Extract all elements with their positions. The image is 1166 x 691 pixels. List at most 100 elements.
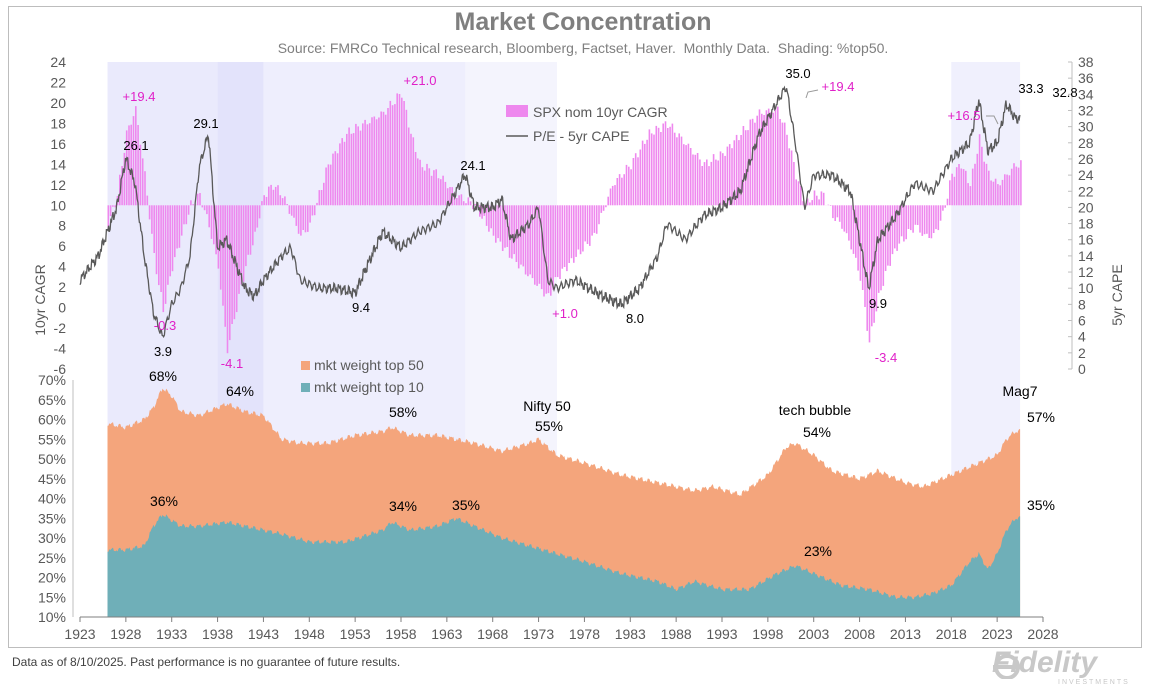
right-y-tick-label: 20 [1078,199,1094,215]
cagr-bar [426,163,428,206]
cagr-bar [611,185,614,206]
bottom-legend: mkt weight top 50 mkt weight top 10 [301,357,424,395]
cagr-bar [797,181,800,206]
cagr-bar [930,205,933,239]
cagr-bar [293,205,295,218]
left-y-tick-label: 4 [58,259,66,275]
weight-annotation: 55% [535,418,563,434]
cagr-bar [162,205,165,313]
cagr-bar [1010,168,1013,206]
cagr-bar [857,205,859,271]
left-y-tick-label: 10 [50,197,66,213]
cagr-bar [325,167,327,206]
cagr-bar [662,123,664,206]
legend-swatch-cagr [506,105,528,117]
weight-annotation: 34% [389,498,417,514]
cagr-bar [270,184,272,206]
weight-annotation: 36% [150,493,178,509]
cagr-bar [802,201,804,206]
cagr-bar [832,205,834,219]
x-tick-label: 1948 [294,626,325,642]
cagr-bar [208,205,210,228]
cape-line [79,85,1021,338]
cagr-bar [242,205,245,282]
cagr-bar [263,195,265,206]
left-axis-label: 10yr CAGR [32,264,48,336]
cagr-bar [419,159,421,206]
cagr-annotation: +1.0 [552,306,578,321]
cagr-bar [795,179,797,206]
cagr-bar [261,201,263,206]
cagr-bar [407,127,410,206]
cagr-bar [919,205,921,233]
cagr-bar [254,205,256,232]
x-tick-label: 1943 [248,626,279,642]
cagr-bar [456,198,458,206]
left-y-tick-label: 22 [50,74,66,90]
right-y-tick-label: 24 [1078,167,1094,183]
cagr-bar [199,193,201,206]
cagr-bar [829,205,832,206]
right-y-tick-label: 8 [1078,296,1086,312]
weight-annotation: 54% [803,424,831,440]
bottom-y-tick-label: 10% [38,609,66,625]
cagr-bar [320,190,323,206]
cagr-bar [249,205,252,255]
cagr-bar [595,205,598,234]
weight-annotation: Nifty 50 [523,398,571,414]
cagr-bar [974,163,976,206]
cagr-bar [536,205,538,286]
cagr-bar [1006,174,1008,206]
cagr-bar [180,205,183,236]
cagr-bar [820,191,823,206]
cagr-bar [125,130,128,206]
cagr-bar [213,205,215,245]
cagr-bar [256,205,259,228]
cagr-bar [167,205,169,285]
cagr-annotation: -4.1 [221,356,243,371]
cagr-bar [586,205,589,244]
cagr-bar [790,150,793,206]
cagr-bar [203,205,206,211]
cagr-bar [903,205,905,242]
cagr-bar [247,205,249,255]
cagr-bar [412,137,415,206]
cagr-bar [297,205,300,234]
cagr-bar [288,205,291,214]
cagr-bar [446,188,449,206]
x-tick-label: 1998 [752,626,783,642]
cagr-bar [231,205,233,324]
cagr-bar [373,116,376,206]
cagr-bar [366,124,369,206]
cagr-bar [841,205,843,229]
cagr-bar [534,205,536,285]
cagr-bar [868,205,871,343]
cagr-bar [671,123,674,206]
cagr-bar [967,183,969,206]
cagr-bar [877,205,880,293]
cagr-bar [806,198,809,206]
cagr-bar [174,205,176,258]
cagr-bar [676,137,678,206]
cagr-bar [437,178,440,206]
cagr-bar [738,140,740,206]
cagr-bar [339,143,341,206]
left-y-tick-label: 8 [58,218,66,234]
cagr-bar [939,205,942,221]
cagr-bar [905,205,907,240]
cagr-bar [793,162,795,206]
cagr-bar [302,205,304,230]
bottom-y-tick-label: 50% [38,451,66,467]
cagr-annotation: -3.4 [875,350,897,365]
cagr-bar [845,205,848,234]
x-tick-label: 1973 [523,626,554,642]
cagr-bar [144,171,146,206]
right-y-tick-label: 12 [1078,264,1094,280]
cagr-bar [602,205,605,211]
cagr-bar [563,205,566,267]
cape-annotation: 35.0 [785,66,810,81]
cagr-bar [859,205,862,281]
cagr-bar [1017,167,1020,206]
cagr-bar [245,205,247,267]
cagr-bar [485,205,488,226]
